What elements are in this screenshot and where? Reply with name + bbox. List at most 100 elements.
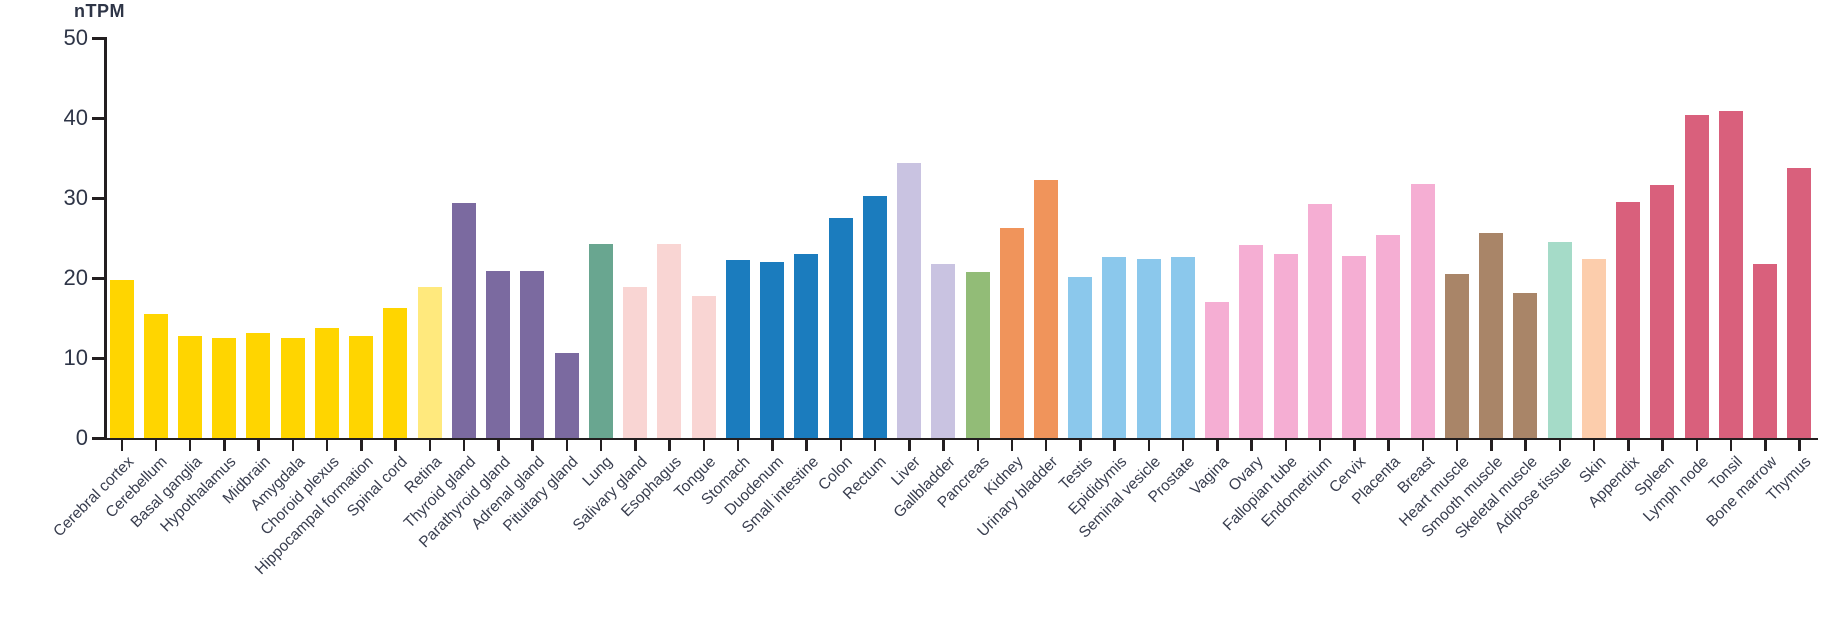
bar-spinal-cord[interactable] <box>383 308 408 438</box>
x-tick-vagina <box>1216 440 1219 451</box>
x-tick-thyroid-gland <box>462 440 466 451</box>
x-tick-urinary-bladder <box>1044 440 1048 451</box>
y-tick-label-50: 50 <box>63 25 88 50</box>
x-tick-duodenum <box>771 440 774 451</box>
x-tick-thymus <box>1798 440 1801 451</box>
x-tick-tonsil <box>1729 440 1733 451</box>
bar-prostate[interactable] <box>1170 257 1195 438</box>
x-tick-lymph-node <box>1695 440 1699 451</box>
bar-liver[interactable] <box>897 162 922 438</box>
x-tick-pancreas <box>976 440 979 451</box>
x-tick-liver <box>908 440 911 451</box>
x-tick-stomach <box>736 440 740 451</box>
x-tick-skeletal-muscle <box>1524 440 1527 451</box>
x-tick-placenta <box>1387 440 1390 451</box>
x-tick-spleen <box>1661 440 1664 451</box>
y-tick-label-10: 10 <box>63 345 88 370</box>
bar-stomach[interactable] <box>725 259 750 438</box>
bar-vagina[interactable] <box>1205 302 1230 438</box>
bar-pancreas[interactable] <box>965 272 990 438</box>
bar-parathyroid-gland[interactable] <box>486 270 511 438</box>
bar-cerebral-cortex[interactable] <box>109 280 134 438</box>
bar-bone-marrow[interactable] <box>1753 263 1778 438</box>
bar-endometrium[interactable] <box>1307 203 1332 438</box>
y-tick-label-30: 30 <box>63 185 88 210</box>
bar-hippocampal-formation[interactable] <box>349 335 374 438</box>
y-tick-label-40: 40 <box>63 105 88 130</box>
bar-thymus[interactable] <box>1787 167 1812 438</box>
x-tick-esophagus <box>668 440 671 451</box>
y-tick-50 <box>92 37 105 40</box>
bar-cerebellum[interactable] <box>143 314 168 438</box>
x-tick-retina <box>428 440 432 451</box>
bar-salivary-gland[interactable] <box>623 286 648 438</box>
bar-cervix[interactable] <box>1342 256 1367 438</box>
bar-breast[interactable] <box>1410 183 1435 438</box>
bar-adrenal-gland[interactable] <box>520 270 545 438</box>
y-axis-line <box>104 37 107 440</box>
x-tick-endometrium <box>1318 440 1322 451</box>
x-tick-lung <box>599 440 603 451</box>
x-tick-amygdala <box>291 440 295 451</box>
bar-lung[interactable] <box>588 244 613 438</box>
bar-tonsil[interactable] <box>1718 110 1743 438</box>
bar-duodenum[interactable] <box>760 262 785 438</box>
y-tick-0 <box>92 437 105 440</box>
bar-urinary-bladder[interactable] <box>1033 180 1058 438</box>
x-tick-smooth-muscle <box>1490 440 1493 451</box>
bar-colon[interactable] <box>828 218 853 438</box>
x-tick-small-intestine <box>805 440 808 451</box>
x-tick-pituitary-gland <box>565 440 569 451</box>
bar-midbrain[interactable] <box>246 333 271 438</box>
x-tick-adrenal-gland <box>531 440 534 451</box>
x-tick-cerebral-cortex <box>120 440 123 451</box>
x-tick-skin <box>1592 440 1596 451</box>
bar-lymph-node[interactable] <box>1684 114 1709 438</box>
bar-appendix[interactable] <box>1616 202 1641 438</box>
x-tick-cerebellum <box>154 440 158 451</box>
bar-testis[interactable] <box>1068 277 1093 438</box>
x-tick-adipose-tissue <box>1558 440 1562 451</box>
bar-adipose-tissue[interactable] <box>1547 242 1572 438</box>
x-tick-seminal-vesicle <box>1147 440 1151 451</box>
bar-thyroid-gland[interactable] <box>451 202 476 438</box>
bar-tongue[interactable] <box>691 295 716 438</box>
bar-amygdala[interactable] <box>280 338 305 438</box>
x-tick-spinal-cord <box>394 440 397 451</box>
y-axis-title: nTPM <box>74 1 125 21</box>
x-tick-appendix <box>1627 440 1630 451</box>
x-tick-bone-marrow <box>1764 440 1767 451</box>
bar-skeletal-muscle[interactable] <box>1513 293 1538 438</box>
x-tick-heart-muscle <box>1455 440 1459 451</box>
x-tick-choroid-plexus <box>325 440 329 451</box>
x-tick-salivary-gland <box>634 440 637 451</box>
bar-ovary[interactable] <box>1239 245 1264 438</box>
bar-heart-muscle[interactable] <box>1444 274 1469 438</box>
bar-kidney[interactable] <box>999 228 1024 438</box>
x-tick-hypothalamus <box>223 440 226 451</box>
bar-skin[interactable] <box>1581 258 1606 438</box>
bar-rectum[interactable] <box>862 196 887 438</box>
bar-hypothalamus[interactable] <box>212 338 237 438</box>
bar-retina[interactable] <box>417 286 442 438</box>
x-axis-line <box>104 437 1818 440</box>
bar-gallbladder[interactable] <box>931 264 956 438</box>
bar-small-intestine[interactable] <box>794 254 819 438</box>
bar-choroid-plexus[interactable] <box>314 328 339 438</box>
x-tick-cervix <box>1353 440 1356 451</box>
bar-smooth-muscle[interactable] <box>1479 233 1504 438</box>
x-tick-basal-ganglia <box>188 440 192 451</box>
bar-placenta[interactable] <box>1376 234 1401 438</box>
x-tick-ovary <box>1250 440 1253 451</box>
bar-pituitary-gland[interactable] <box>554 353 579 438</box>
x-tick-tongue <box>702 440 706 451</box>
bar-seminal-vesicle[interactable] <box>1136 258 1161 438</box>
bar-epididymis[interactable] <box>1102 257 1127 438</box>
bar-basal-ganglia[interactable] <box>177 335 202 438</box>
y-tick-label-0: 0 <box>75 425 88 450</box>
bar-fallopian-tube[interactable] <box>1273 254 1298 438</box>
bar-spleen[interactable] <box>1650 185 1675 438</box>
y-tick-10 <box>92 357 105 360</box>
bar-esophagus[interactable] <box>657 244 682 438</box>
